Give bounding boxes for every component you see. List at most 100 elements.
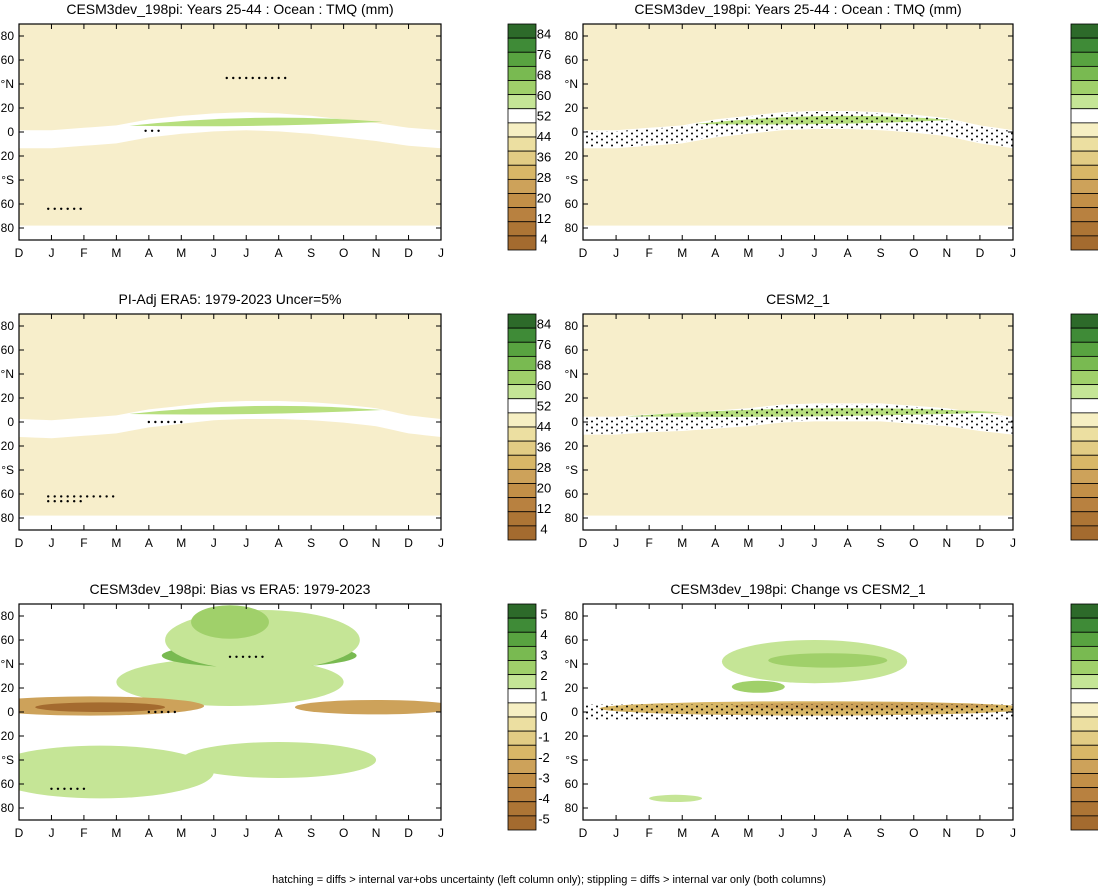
colorbar-swatch (1070, 440, 1098, 456)
y-tick-label: °S (565, 753, 578, 767)
stipple-dot (50, 787, 53, 790)
colorbar-swatch (1070, 94, 1098, 110)
stipple-dot (144, 129, 147, 132)
stipple-dot (72, 207, 76, 210)
y-tick-label: 80 (565, 29, 579, 43)
x-tick-label: M (677, 246, 687, 260)
x-tick-label: O (909, 826, 918, 840)
y-tick-label: °N (1, 367, 14, 381)
x-tick-label: O (909, 536, 918, 550)
panel-title: CESM3dev_198pi: Bias vs ERA5: 1979-2023 (90, 581, 371, 597)
colorbar-label: -4 (538, 791, 550, 806)
stipple-dot (271, 76, 274, 80)
x-tick-label: J (438, 826, 444, 840)
x-tick-label: J (613, 826, 619, 840)
colorbar-swatch (1070, 193, 1098, 209)
colorbar-swatch (507, 483, 537, 499)
y-tick-label: 0 (571, 705, 578, 719)
stipple-dot (79, 495, 82, 498)
y-tick-label: 60 (1, 53, 15, 67)
panel-4: D J F M A M J J A S O N D J 80 60 °N 20 0 20 °S 60 80 CESM2_1 84… (565, 291, 1098, 550)
contour-band (19, 416, 441, 530)
y-tick-label: 80 (565, 609, 579, 623)
panel-title: CESM2_1 (766, 291, 830, 307)
stipple-dot (232, 76, 235, 80)
stipple-dot (147, 710, 151, 714)
colorbar-label: 2 (540, 668, 547, 683)
x-tick-label: A (844, 536, 852, 550)
colorbar-label: 84 (537, 316, 551, 331)
colorbar-swatch (1070, 355, 1098, 371)
colorbar-swatch (1070, 207, 1098, 223)
colorbar-swatch (507, 440, 537, 456)
colorbar-swatch (1070, 136, 1098, 152)
colorbar-swatch (1070, 398, 1098, 414)
y-tick-label: 0 (571, 125, 578, 139)
contour-band (583, 314, 1013, 420)
stipple-dot (160, 420, 164, 424)
stipple-dot (248, 655, 251, 658)
colorbar-swatch (1070, 80, 1098, 96)
panel-2: D J F M A M J J A S O N D J 80 60 °N 20 0 20 °S 60 80 CESM3dev_… (565, 1, 1098, 260)
colorbar-swatch (507, 122, 537, 138)
x-tick-label: M (176, 536, 186, 550)
colorbar-swatch (507, 631, 537, 647)
x-tick-label: J (243, 826, 249, 840)
panel-3: D J F M A M J J A S O N D J 80 60 °N 20 0 20 °S 60 80 PI-Adj ER… (1, 291, 552, 550)
colorbar-label: 44 (537, 129, 551, 144)
y-tick-label: 80 (565, 319, 579, 333)
green-tongue (129, 405, 383, 415)
stipple-dot (79, 207, 82, 210)
x-tick-label: S (307, 536, 315, 550)
colorbar-swatch (507, 660, 537, 676)
hatching-region (583, 112, 1013, 148)
colorbar: 5 4 3 2 1 0 -1 -2 -3 -4 -5 (507, 603, 550, 831)
panel-title: PI-Adj ERA5: 1979-2023 Uncer=5% (119, 291, 342, 307)
x-tick-label: O (339, 246, 348, 260)
stipple-dot (238, 76, 241, 80)
colorbar-swatch (507, 454, 537, 470)
colorbar-label: -2 (538, 750, 550, 765)
colorbar-swatch (1070, 645, 1098, 661)
x-tick-label: S (877, 826, 885, 840)
x-tick-label: D (404, 536, 413, 550)
contour-band (19, 127, 441, 240)
colorbar-swatch (507, 674, 537, 690)
anomaly-region (35, 702, 166, 712)
colorbar-swatch (507, 603, 537, 619)
anomaly-region (768, 653, 888, 668)
y-tick-label: °S (1, 463, 14, 477)
colorbar-swatch (1070, 688, 1098, 704)
stipple-dot (251, 76, 254, 80)
x-tick-label: F (645, 246, 652, 260)
y-tick-label: 20 (1, 681, 15, 695)
stipple-dot (241, 655, 245, 658)
panel-6: D J F M A M J J A S O N D J 80 60 °N 20 0 20 °S 60 80 CESM3dev_… (565, 581, 1098, 840)
x-tick-label: J (211, 246, 217, 260)
y-tick-label: 0 (571, 415, 578, 429)
colorbar-swatch (507, 617, 537, 633)
x-tick-label: N (372, 246, 381, 260)
colorbar-label: 4 (540, 627, 547, 642)
colorbar-swatch (507, 744, 537, 760)
colorbar-label: 4 (540, 232, 547, 247)
colorbar-swatch (507, 23, 537, 39)
colorbar-label: 12 (537, 501, 551, 516)
stipple-dot (72, 495, 76, 498)
stipple-dot (53, 495, 56, 498)
colorbar-swatch (1070, 483, 1098, 499)
stipple-dot (47, 207, 50, 210)
stipple-dot (60, 207, 63, 210)
x-tick-label: J (48, 246, 54, 260)
colorbar-label: -1 (538, 730, 550, 745)
colorbar-label: 36 (537, 150, 551, 165)
x-tick-label: D (976, 246, 985, 260)
panel-1: D J F M A M J J A S O N D J 80 60 °N 20 0 20 °S 60 80 CESM3dev_… (1, 1, 552, 260)
stipple-dot (150, 129, 154, 132)
stipple-dot (245, 76, 248, 80)
colorbar-swatch (1070, 730, 1098, 746)
colorbar-swatch (1070, 341, 1098, 357)
x-tick-label: N (372, 536, 381, 550)
